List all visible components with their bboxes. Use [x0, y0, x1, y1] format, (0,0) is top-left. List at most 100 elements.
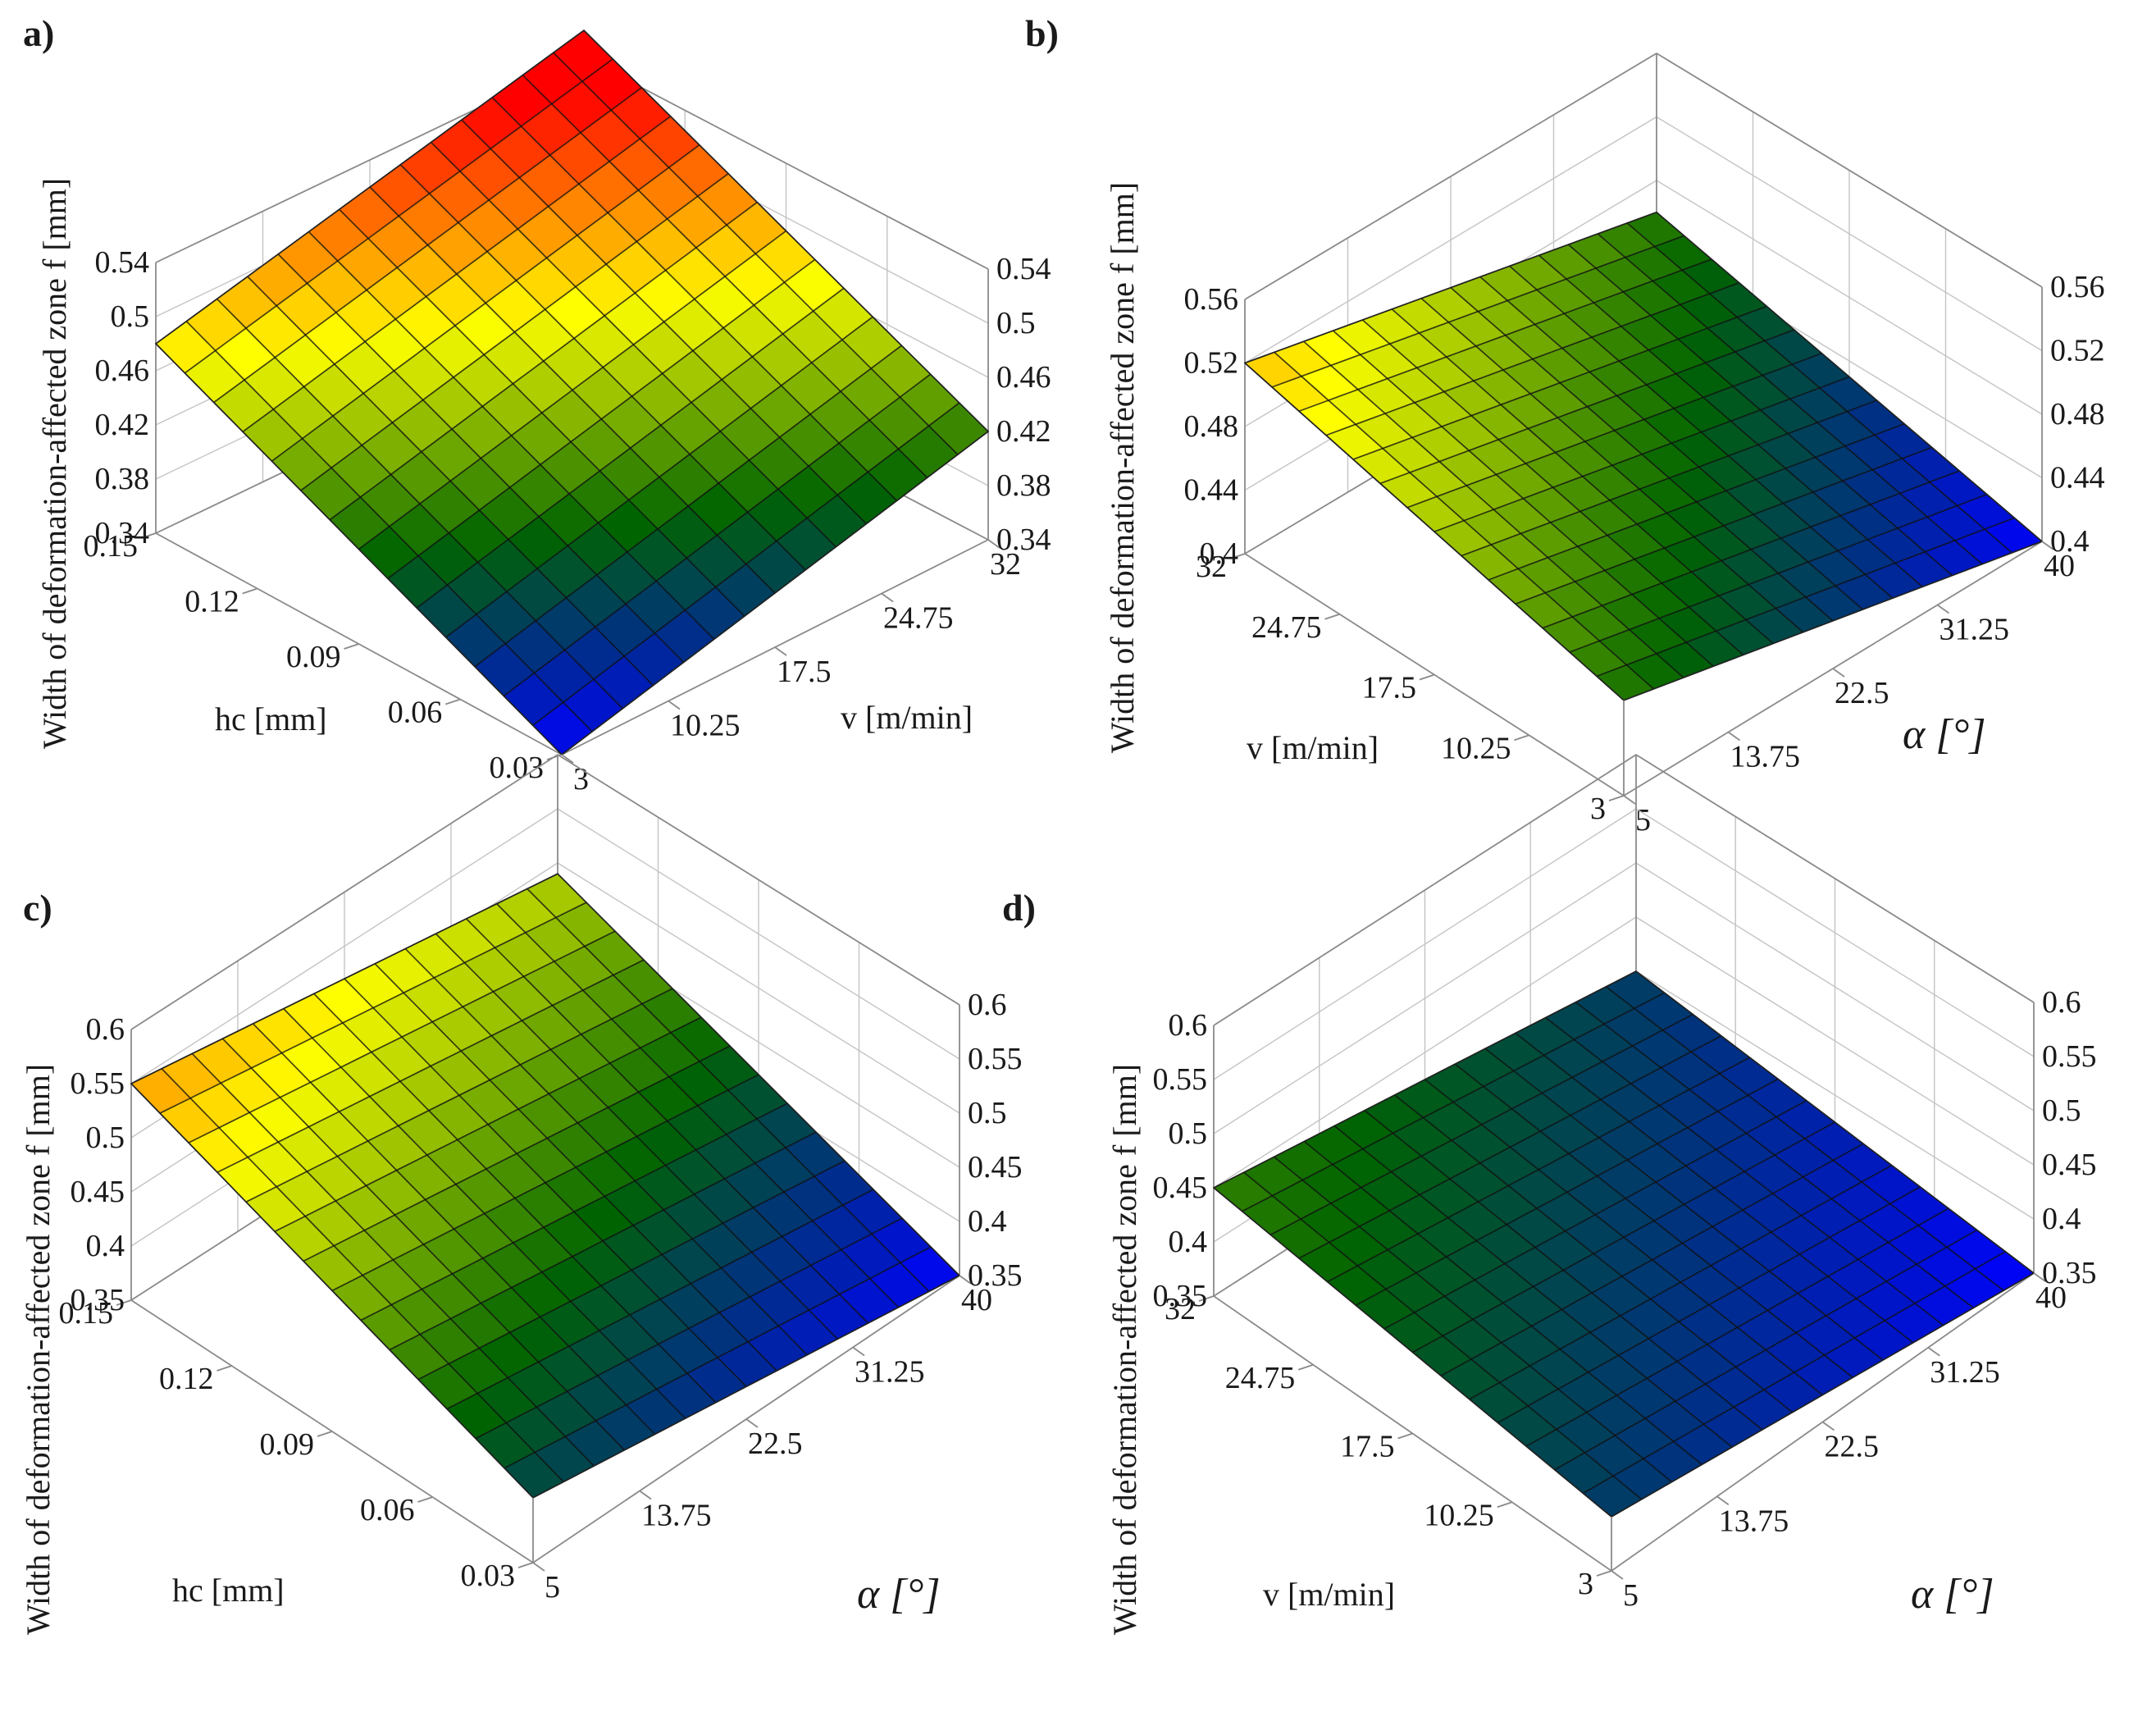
surface [1213, 970, 2035, 1518]
y-tick-label: 5 [1635, 803, 1651, 838]
x-tick-mark [1514, 734, 1529, 742]
x-tick-mark [140, 532, 157, 539]
mesh-line [461, 119, 868, 525]
y-tick-label: 17.5 [777, 655, 832, 689]
mesh-line [1298, 258, 1712, 413]
z-tick-label-left: 0.52 [1184, 346, 1239, 381]
x-tick-label: 17.5 [1340, 1430, 1395, 1464]
z-tick-label-left: 0.5 [111, 299, 150, 334]
z-axis-label: Width of deformation-affected zone f [mm… [1106, 1064, 1143, 1635]
mesh-line [435, 933, 839, 1340]
z-tick-label-right: 0.4 [968, 1204, 1007, 1239]
y-tick-mark [881, 592, 894, 603]
surface [155, 30, 989, 756]
y-tick-label: 3 [573, 762, 589, 797]
mesh-line [329, 201, 758, 521]
mesh-line [399, 164, 806, 571]
y-tick-mark [2041, 541, 2054, 550]
mesh-line [184, 58, 613, 374]
x-tick-mark [444, 698, 461, 705]
z-tick-label-right: 0.4 [2050, 524, 2090, 559]
y-tick-mark [1727, 731, 1741, 742]
mesh-line [1509, 265, 1894, 599]
axis-box-edge [130, 754, 558, 1030]
z-tick-label-left: 0.4 [86, 1229, 125, 1263]
surface [130, 873, 960, 1499]
y-tick-mark [745, 1418, 759, 1428]
mesh-line [1567, 244, 1953, 577]
y-tick-label: 10.25 [670, 709, 741, 743]
mesh-line [465, 918, 869, 1324]
surface-outline [130, 873, 961, 1499]
surface-outline [1243, 211, 2044, 701]
y-tick-mark [639, 1490, 652, 1500]
mesh-line [1298, 1035, 1722, 1259]
y-tick-label: 31.25 [1939, 613, 2010, 647]
x-tick-mark [1198, 1295, 1215, 1302]
y-tick-label: 5 [545, 1570, 560, 1605]
y-tick-label: 22.5 [748, 1427, 803, 1461]
axis-box-edge [583, 57, 989, 270]
x-tick-mark [1596, 1570, 1612, 1577]
mesh-line [1325, 281, 1740, 436]
z-tick-label-left: 0.54 [95, 245, 150, 280]
surface-mesh [154, 30, 990, 756]
mesh-line [1327, 1057, 1750, 1283]
surface [1244, 212, 2043, 701]
y-tick-mark [1821, 1421, 1835, 1431]
z-tick-label-right: 0.56 [2050, 270, 2105, 304]
y-tick-label: 13.75 [641, 1499, 712, 1533]
mesh-line [300, 172, 729, 491]
z-axis-label: Width of deformation-affected zone f [mm… [1104, 182, 1141, 753]
mesh-line [159, 902, 587, 1114]
y-tick-mark [987, 539, 1001, 549]
z-tick-label-left: 0.4 [1200, 536, 1239, 571]
y-tick-mark [1716, 1495, 1730, 1505]
z-tick-label-left: 0.35 [1153, 1279, 1208, 1313]
mesh-line [1454, 1063, 1853, 1378]
x-tick-mark [1397, 1432, 1413, 1440]
x-tick-label: 0.06 [388, 696, 443, 730]
x-axis-label: hc [mm] [215, 701, 327, 737]
mesh-line [1450, 286, 1834, 622]
x-tick-mark [217, 1365, 232, 1372]
axis-box-edge [1244, 52, 1657, 300]
z-tick-label-right: 0.6 [2042, 985, 2081, 1020]
x-tick-label: 0.09 [286, 640, 341, 674]
x-tick-mark [317, 1431, 333, 1437]
z-tick-label-left: 0.34 [95, 516, 150, 550]
mesh-line [1271, 235, 1684, 388]
mesh-line [1269, 1013, 1693, 1236]
y-tick-mark [668, 700, 681, 710]
z-tick-label-right: 0.5 [996, 306, 1036, 340]
z-axis-label: Width of deformation-affected zone f [mm… [36, 178, 73, 749]
x-tick-label: 3 [1578, 1567, 1593, 1601]
y-tick-label: 40 [961, 1283, 992, 1317]
x-tick-label: 0.03 [490, 751, 545, 785]
y-axis-label: α [°] [857, 1571, 941, 1618]
x-tick-mark [1297, 1363, 1314, 1371]
mesh-line [404, 947, 808, 1356]
chart-panel-c: 0.150.120.090.060.03 513.7522.531.25400.3… [20, 754, 1023, 1635]
y-tick-label: 22.5 [1825, 1430, 1880, 1464]
x-tick-label: 32 [1165, 1292, 1196, 1326]
mesh-line [369, 186, 776, 594]
z-tick-label-right: 0.4 [2042, 1202, 2081, 1236]
z-tick-label-left: 0.45 [71, 1175, 125, 1209]
mesh-line [245, 988, 673, 1203]
z-tick-label-left: 0.5 [86, 1121, 125, 1155]
axis-box-edge [1635, 754, 2035, 1003]
z-tick-label-right: 0.35 [968, 1258, 1023, 1293]
mesh-line [1406, 352, 1822, 509]
x-tick-mark [417, 1496, 433, 1503]
mesh-line [374, 963, 777, 1372]
mesh-line [522, 74, 928, 478]
axis-box-edge [557, 754, 960, 1006]
mesh-line [491, 97, 898, 502]
y-tick-mark [774, 646, 787, 656]
y-tick-label: 31.25 [1930, 1355, 2000, 1390]
